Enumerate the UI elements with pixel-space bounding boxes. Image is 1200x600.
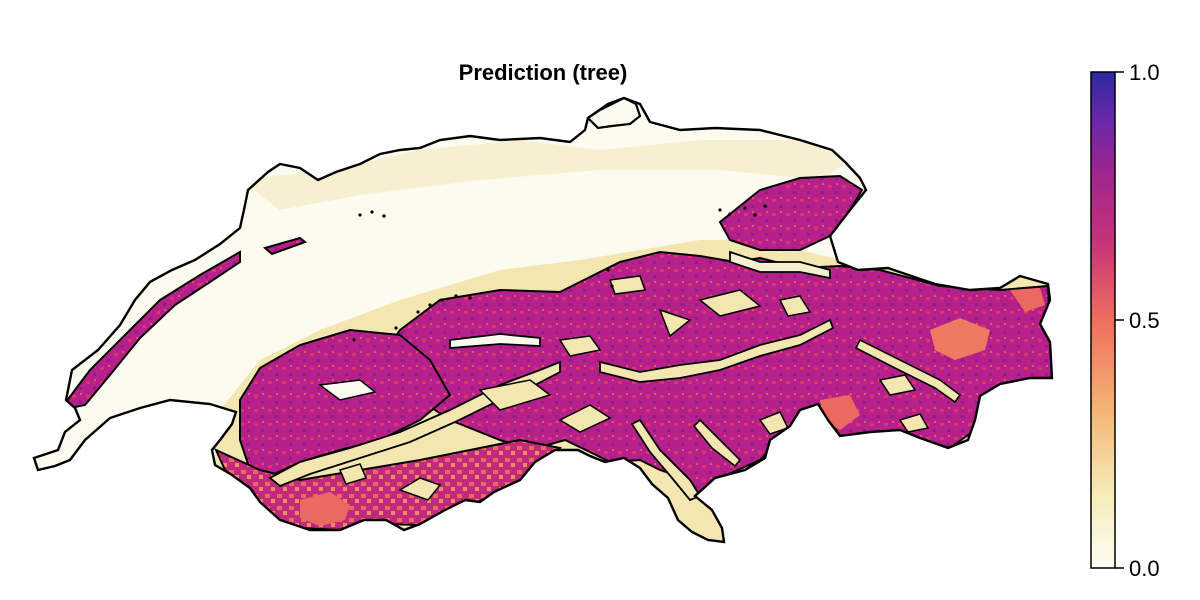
colorbar-tick-label: 1.0	[1129, 60, 1160, 85]
mid-value-patch	[1010, 288, 1045, 312]
peak-islands	[318, 275, 930, 501]
rhine-valley	[729, 250, 831, 280]
vorderrhein-valley	[599, 318, 835, 383]
mid-value-patch	[300, 492, 350, 526]
lake-thun-brienz	[449, 333, 541, 349]
colorbar-ticks: 1.0 0.5 0.0	[1115, 60, 1160, 581]
misox-valley	[692, 418, 742, 468]
ticino-valley	[630, 418, 702, 502]
colorbar-gradient	[1090, 71, 1116, 569]
fragment-dots	[352, 204, 767, 342]
engadin-valley	[854, 338, 962, 404]
mid-value-patch	[930, 318, 990, 360]
map-title: Prediction (tree)	[459, 60, 628, 85]
colorbar-tick-label: 0.0	[1129, 556, 1160, 581]
colorbar-tick-label: 0.5	[1129, 308, 1160, 333]
jura-high-region	[57, 250, 241, 412]
low-transition-band	[240, 140, 850, 210]
colorbar: 1.0 0.5 0.0	[1090, 60, 1160, 581]
jura-patch	[262, 236, 308, 256]
schaffhausen-outline	[586, 96, 642, 130]
